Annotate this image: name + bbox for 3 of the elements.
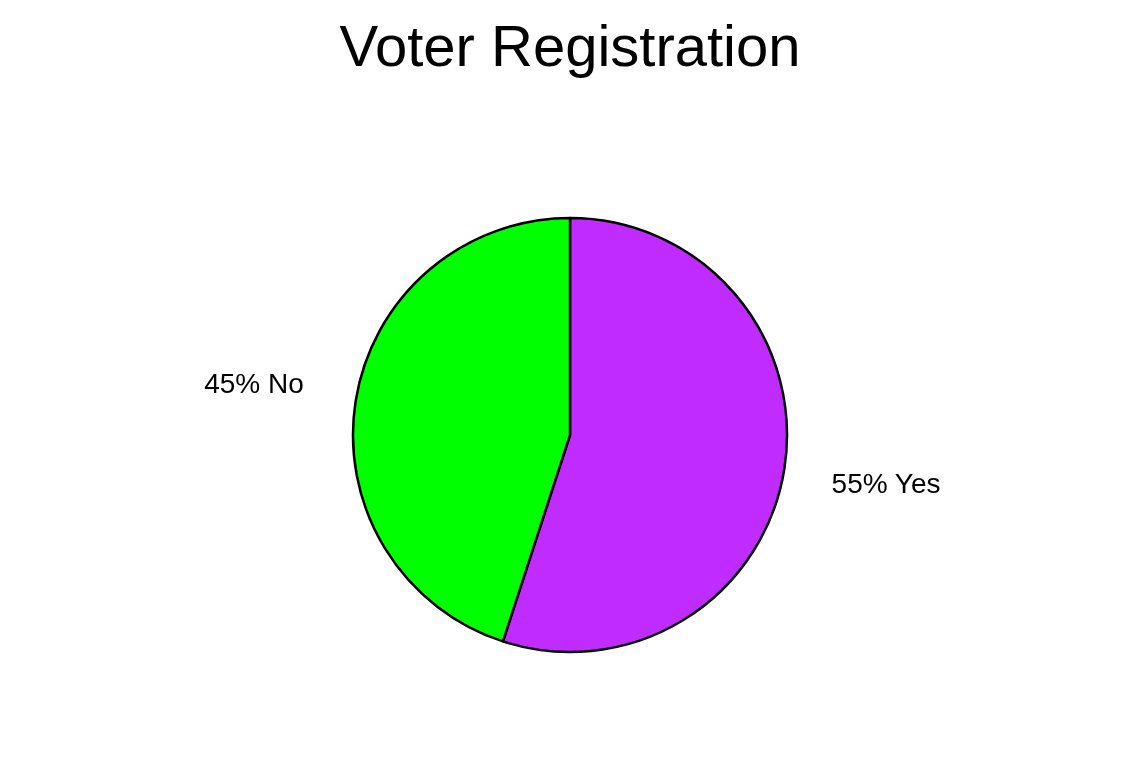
slice-label: 45% No: [204, 367, 304, 399]
slice-label: 55% Yes: [831, 468, 941, 500]
chart-title: Voter Registration: [339, 13, 801, 78]
